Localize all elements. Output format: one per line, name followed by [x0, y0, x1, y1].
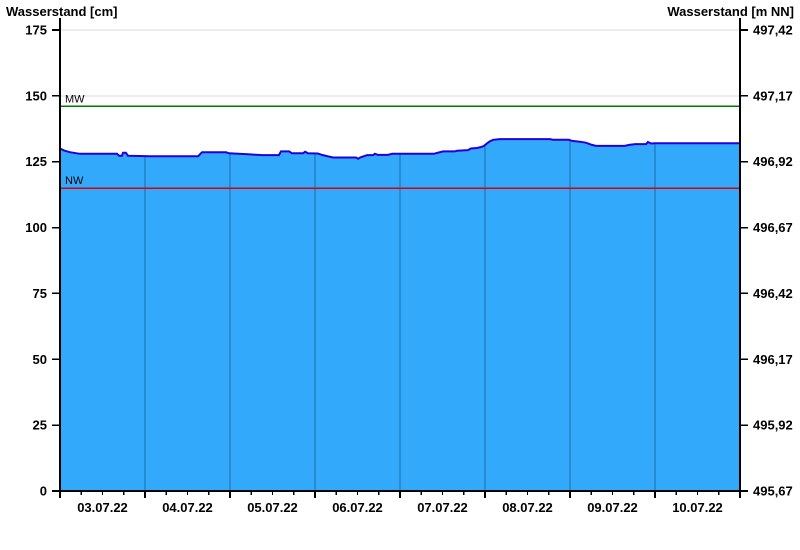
right-tick-label: 497,17: [753, 88, 793, 103]
right-tick-label: 495,67: [753, 484, 793, 499]
x-day-label: 04.07.22: [162, 500, 213, 515]
x-day-label: 03.07.22: [77, 500, 128, 515]
water-level-curve: [59, 138, 740, 161]
right-tick-label: 496,42: [753, 286, 793, 301]
right-tick-label: 496,67: [753, 220, 793, 235]
x-day-label: 07.07.22: [417, 500, 468, 515]
left-axis-title: Wasserstand [cm]: [6, 4, 118, 19]
left-tick-label: 150: [25, 88, 47, 103]
right-tick-label: 496,17: [753, 352, 793, 367]
right-tick-label: 496,92: [753, 154, 793, 169]
left-tick-label: 50: [33, 352, 47, 367]
left-tick-label: 75: [33, 286, 47, 301]
left-tick-label: 0: [40, 484, 47, 499]
nw-reference-label: NW: [65, 175, 84, 187]
right-axis-title: Wasserstand [m NN]: [667, 4, 794, 19]
x-day-label: 06.07.22: [332, 500, 383, 515]
day-gridlines: [144, 139, 656, 491]
axes: [52, 18, 748, 498]
x-day-label: 08.07.22: [502, 500, 553, 515]
right-tick-label: 497,42: [753, 23, 793, 38]
right-tick-label: 495,92: [753, 418, 793, 433]
left-tick-label: 175: [25, 23, 47, 38]
x-day-label: 05.07.22: [247, 500, 298, 515]
left-tick-label: 100: [25, 220, 47, 235]
left-tick-label: 25: [33, 418, 47, 433]
left-tick-label: 125: [25, 154, 47, 169]
x-day-label: 09.07.22: [587, 500, 638, 515]
x-day-label: 10.07.22: [672, 500, 723, 515]
mw-reference-label: MW: [65, 93, 85, 105]
